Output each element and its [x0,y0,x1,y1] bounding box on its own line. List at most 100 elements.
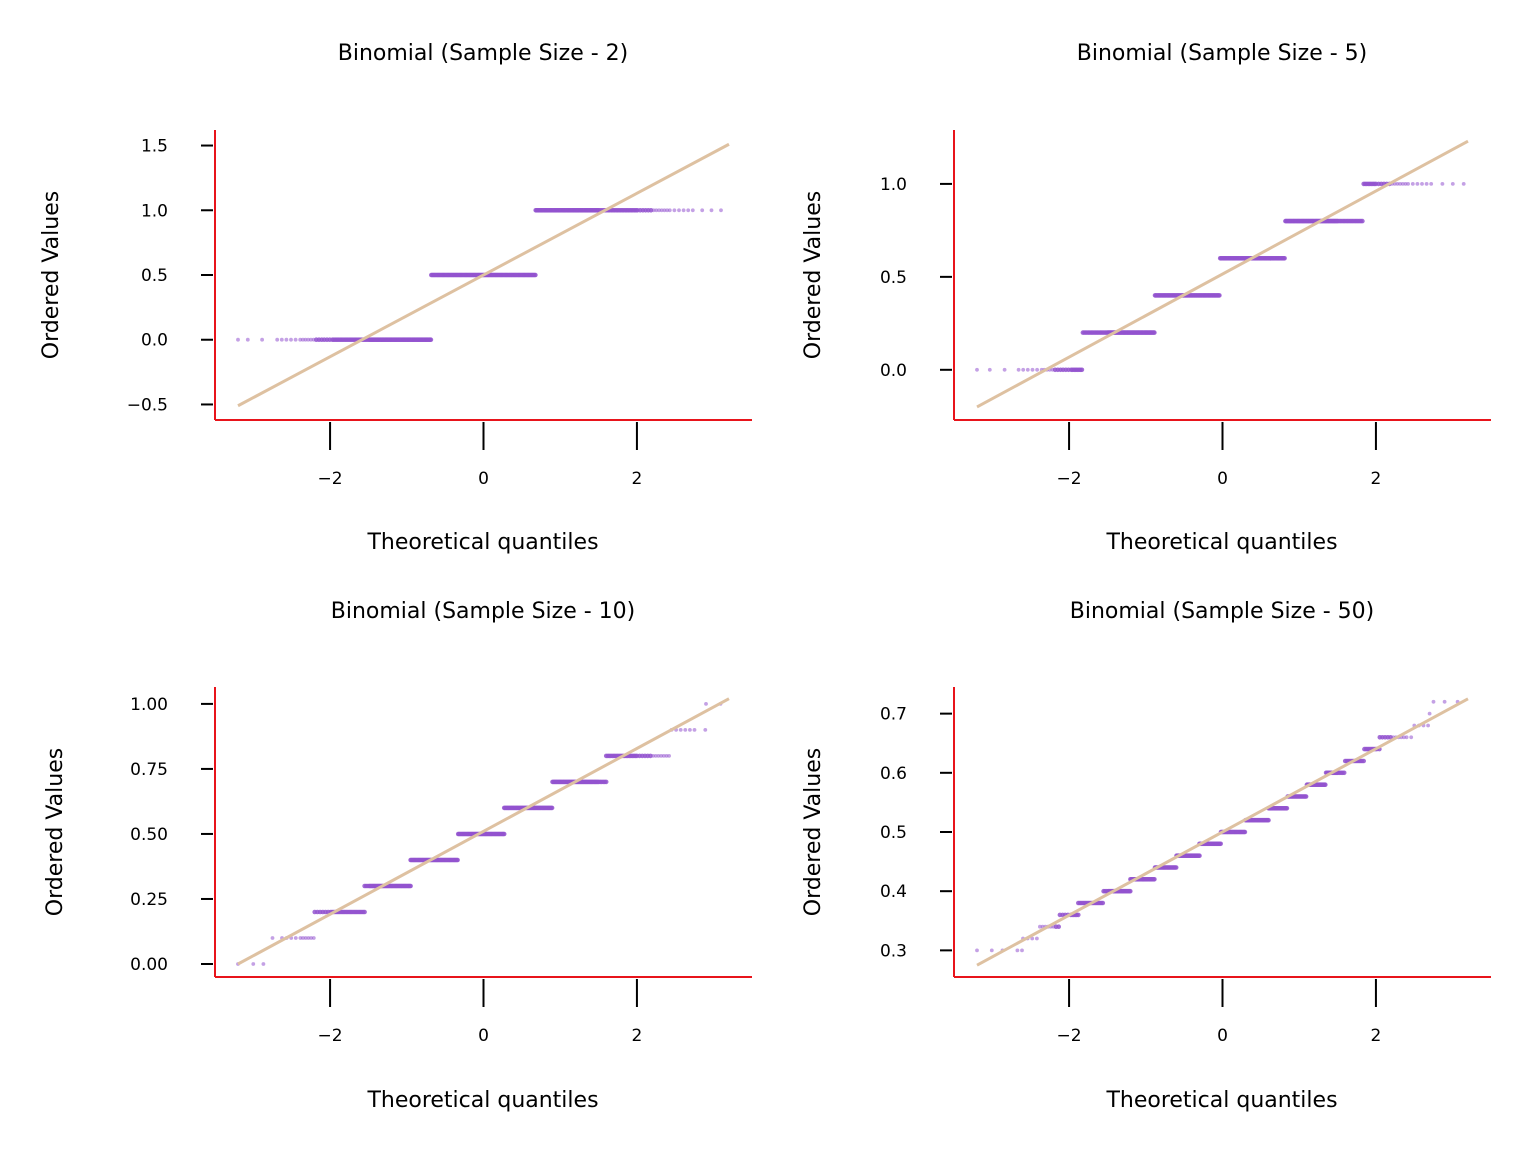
y-tick-label: 0.4 [880,882,907,902]
data-point [1415,182,1420,186]
data-point [1015,948,1020,953]
x-tick-label: −2 [318,469,343,489]
y-tick-label: 0.7 [880,705,907,725]
y-tick-label: 1.0 [141,201,168,221]
reference-line [237,142,730,408]
x-tick-label: 0 [478,1026,489,1046]
data-point [603,779,609,785]
y-tick-label: 0.50 [130,825,168,845]
data-points [975,699,1460,953]
data-point [703,728,708,732]
data-point [1398,182,1402,186]
data-point [1410,182,1415,186]
data-point [501,831,507,837]
y-tick-label: 0.0 [141,331,168,351]
data-point [1403,182,1408,186]
data-point [1038,924,1042,929]
data-points [236,208,723,343]
data-point [683,728,688,732]
data-point [245,337,250,342]
data-point [1173,865,1179,870]
data-point [1025,367,1030,372]
chart-title: Binomial (Sample Size - 5) [1077,41,1367,66]
data-point [309,337,313,342]
data-point [1426,723,1430,728]
data-point [303,936,308,940]
data-point [681,208,686,213]
data-point [690,208,695,213]
data-point [1323,782,1328,787]
x-tick-label: 2 [1371,469,1382,489]
data-point [301,337,305,342]
data-point [1030,936,1035,941]
y-tick-label: 0.00 [130,955,168,975]
data-point [659,208,664,213]
qq-panel-sample-size-5: Binomial (Sample Size - 5) Theoretical q… [801,41,1491,555]
data-point [533,272,538,278]
data-point [667,754,671,758]
data-point [1431,699,1436,704]
data-point [1076,912,1081,918]
data-point [1361,758,1366,764]
data-point [1395,182,1400,186]
data-point [709,208,714,213]
data-point [1427,711,1432,716]
data-point [719,208,723,213]
data-points [975,181,1466,373]
y-tick-label: 0.5 [141,266,168,286]
data-point [306,936,311,940]
data-point [657,208,661,213]
x-tick-label: −2 [1057,469,1082,489]
y-tick-label: −0.5 [127,395,168,415]
y-tick-label: 0.25 [130,890,168,910]
x-tick-label: 2 [1371,1026,1382,1046]
data-point [651,208,656,213]
data-point [1100,900,1106,906]
data-point [1461,182,1466,186]
data-point [1429,182,1434,186]
data-point [1152,877,1157,882]
data-point [306,337,311,342]
data-point [1030,367,1035,372]
y-axis-label: Ordered Values [801,191,826,359]
data-point [236,337,240,342]
data-point [1360,218,1365,224]
data-point [661,754,666,758]
y-tick-label: 1.5 [141,137,168,157]
data-point [1002,367,1007,372]
chart-title: Binomial (Sample Size - 50) [1070,599,1374,624]
x-tick-label: −2 [318,1026,343,1046]
data-point [1440,182,1445,186]
data-point [677,208,681,213]
qq-panel-sample-size-50: Binomial (Sample Size - 50) Theoretical … [801,599,1491,1113]
x-tick-label: 0 [478,469,489,489]
data-point [270,936,275,940]
data-point [1016,367,1021,372]
y-tick-label: 0.5 [880,823,907,843]
data-point [1284,806,1290,811]
data-point [1266,817,1271,823]
data-point [408,883,413,889]
y-tick-label: 1.0 [880,175,907,195]
data-point [1035,367,1039,372]
data-point [648,208,654,213]
data-point [1409,735,1414,740]
data-point [298,936,303,940]
x-tick-label: 0 [1217,1026,1228,1046]
data-point [653,754,658,758]
data-point [654,208,659,213]
data-point [1021,367,1026,372]
data-point [1400,182,1405,186]
x-axis-label: Theoretical quantiles [1105,1088,1337,1113]
data-point [309,936,313,940]
data-point [279,337,284,342]
data-point [686,208,691,213]
data-point [549,805,555,811]
x-tick-label: 2 [632,469,643,489]
data-point [455,857,460,863]
data-point [1420,182,1424,186]
reference-line [237,697,730,966]
x-axis-label: Theoretical quantiles [366,1088,598,1113]
data-point [975,948,979,953]
data-point [293,936,298,940]
